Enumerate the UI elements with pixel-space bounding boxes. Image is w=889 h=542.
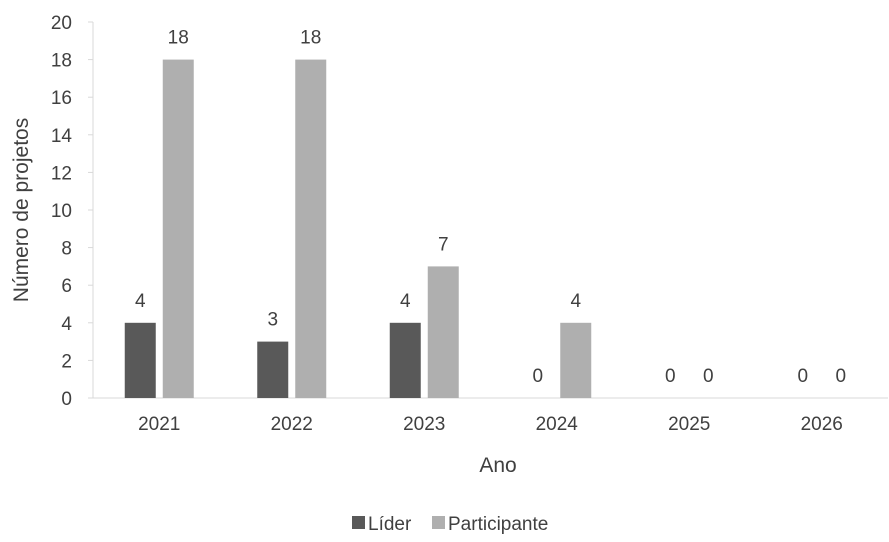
bars: [124, 59, 592, 398]
data-label: 4: [135, 291, 146, 312]
legend-label: Líder: [368, 514, 412, 535]
legend-swatch-participante: [432, 516, 445, 529]
bar-participante-2021: [162, 59, 194, 398]
y-tick-label: 16: [51, 88, 72, 109]
y-tick-label: 14: [51, 126, 73, 147]
y-axis: 0 2 4 6 8 10 12 14 16 18 20: [51, 13, 94, 410]
y-tick-label: 10: [51, 201, 72, 222]
data-label: 4: [400, 291, 411, 312]
data-label: 3: [267, 310, 278, 331]
bar-lider-2023: [389, 322, 421, 398]
bar-lider-2022: [257, 341, 289, 398]
bar-participante-2024: [560, 322, 592, 398]
x-tick-label: 2024: [536, 414, 579, 435]
y-tick-label: 4: [61, 314, 72, 335]
legend-swatch-lider: [352, 516, 365, 529]
data-labels: 4 18 3 18 4 7 0 4 0 0 0 0: [135, 28, 846, 387]
bar-lider-2021: [124, 322, 156, 398]
data-label: 0: [703, 366, 714, 387]
data-label: 4: [570, 291, 581, 312]
data-label: 0: [665, 366, 676, 387]
x-axis: 2021 2022 2023 2024 2025 2026: [93, 397, 888, 435]
x-tick-label: 2023: [403, 414, 445, 435]
data-label: 7: [438, 234, 449, 255]
x-tick-label: 2025: [668, 414, 710, 435]
y-tick-label: 20: [51, 13, 72, 34]
legend-label: Participante: [448, 514, 548, 535]
data-label: 0: [532, 366, 543, 387]
y-tick-label: 0: [61, 389, 72, 410]
data-label: 0: [835, 366, 846, 387]
bar-participante-2022: [295, 59, 327, 398]
x-tick-label: 2021: [138, 414, 180, 435]
x-tick-label: 2026: [801, 414, 843, 435]
y-tick-label: 6: [61, 276, 72, 297]
data-label: 18: [300, 28, 321, 49]
y-tick-label: 8: [61, 239, 72, 260]
x-tick-label: 2022: [271, 414, 313, 435]
legend: Líder Participante: [352, 514, 548, 535]
x-axis-title: Ano: [479, 454, 516, 477]
y-tick-label: 2: [61, 351, 72, 372]
data-label: 0: [797, 366, 808, 387]
data-label: 18: [168, 28, 189, 49]
y-axis-title: Número de projetos: [10, 118, 33, 302]
bar-participante-2023: [427, 266, 459, 398]
y-tick-label: 18: [51, 51, 72, 72]
y-tick-label: 12: [51, 163, 72, 184]
